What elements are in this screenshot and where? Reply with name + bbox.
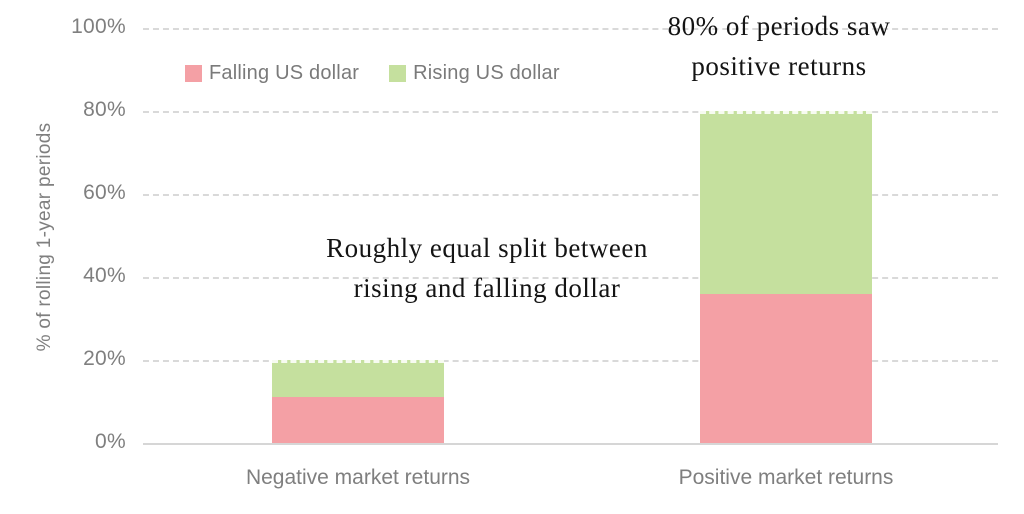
- gridline-80: [143, 111, 998, 113]
- bar-positive-returns: [700, 111, 872, 443]
- annotation-positive-returns: 80% of periods saw positive returns: [668, 6, 891, 86]
- legend: Falling US dollar Rising US dollar: [185, 62, 560, 85]
- y-tick-label: 100%: [71, 15, 126, 39]
- bar-segment-falling-us-dollar: [700, 293, 872, 443]
- bar-negative-returns: [272, 360, 444, 443]
- annotation-equal-split: Roughly equal split between rising and f…: [326, 228, 648, 308]
- y-tick-label: 80%: [83, 98, 126, 122]
- gridline-20: [143, 360, 998, 362]
- legend-item-rising-us-dollar: Rising US dollar: [389, 62, 560, 85]
- x-tick-label: Positive market returns: [678, 466, 894, 489]
- annotation-line: positive returns: [691, 51, 867, 81]
- x-axis-line: [143, 443, 998, 445]
- y-tick-label: 60%: [83, 181, 126, 205]
- plot-area: 0% 20% 40% 60% 80% 100% Negative market return…: [71, 15, 998, 489]
- legend-swatch-icon: [389, 65, 407, 82]
- legend-label: Rising US dollar: [413, 62, 560, 84]
- bar-segment-rising-us-dollar: [272, 360, 444, 398]
- gridline-40: [143, 277, 998, 279]
- legend-swatch-icon: [185, 65, 202, 82]
- legend-item-falling-us-dollar: Falling US dollar: [185, 62, 359, 85]
- x-tick-label: Negative market returns: [245, 466, 471, 489]
- bar-segment-falling-us-dollar: [272, 397, 444, 443]
- y-tick-label: 20%: [83, 347, 126, 371]
- gridline-100: [143, 28, 998, 30]
- legend-label: Falling US dollar: [209, 62, 360, 84]
- annotation-line: rising and falling dollar: [353, 273, 621, 303]
- annotation-line: 80% of periods saw: [667, 11, 891, 41]
- bar-segment-rising-us-dollar: [700, 111, 872, 294]
- y-tick-label: 0%: [95, 430, 126, 454]
- y-tick-label: 40%: [83, 264, 126, 288]
- y-axis-title: % of rolling 1-year periods: [34, 122, 55, 352]
- gridline-60: [143, 194, 998, 196]
- annotation-line: Roughly equal split between: [326, 233, 648, 263]
